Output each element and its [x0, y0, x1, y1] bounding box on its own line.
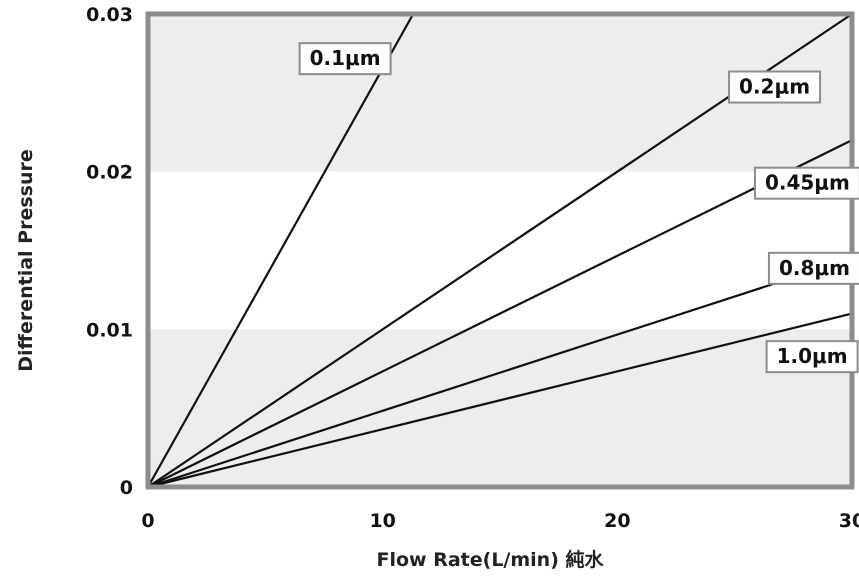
series-label: 0.8μm	[767, 251, 859, 285]
series-label-text: 0.45μm	[765, 171, 850, 195]
x-tick-label: 30	[839, 510, 859, 532]
series-label-text: 0.2μm	[739, 75, 810, 99]
series-label-text: 0.1μm	[310, 46, 381, 70]
x-tick-label: 10	[369, 510, 395, 532]
y-tick-label: 0.02	[86, 162, 133, 184]
series-label-text: 1.0μm	[777, 344, 848, 368]
y-tick-label: 0.03	[86, 4, 133, 26]
y-tick-label: 0.01	[86, 319, 133, 341]
series-label-text: 0.8μm	[779, 256, 850, 280]
series-line	[147, 257, 853, 489]
series-label: 0.1μm	[298, 42, 392, 76]
plot-band	[148, 329, 852, 487]
plot-frame	[145, 11, 855, 490]
axis-ticks: 0 10 20 30 0 0.01 0.02 0.03	[86, 4, 859, 532]
series-label: 0.45μm	[753, 166, 859, 200]
y-axis-title: Differential Pressure	[15, 149, 37, 371]
series-lines	[147, 13, 853, 489]
series-line	[147, 139, 853, 488]
x-axis-title: Flow Rate(L/min) 純水	[377, 548, 605, 571]
series-line	[147, 312, 853, 489]
series-line	[147, 13, 415, 488]
series-label: 1.0μm	[765, 340, 859, 374]
series-labels: 0.1μm 0.2μm 0.45μm 0.8μm 1.0μm	[298, 42, 859, 374]
x-tick-label: 0	[141, 510, 154, 532]
x-tick-label: 20	[604, 510, 630, 532]
y-tick-label: 0	[120, 477, 133, 499]
series-label: 0.2μm	[728, 70, 822, 104]
